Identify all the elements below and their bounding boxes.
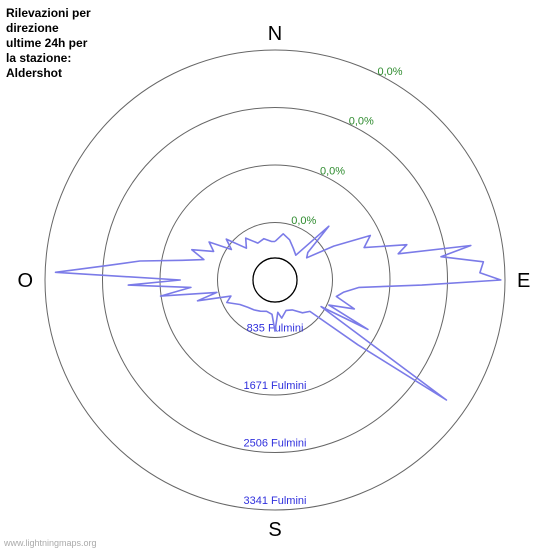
svg-text:1671 Fulmini: 1671 Fulmini [244, 380, 307, 392]
svg-text:0,0%: 0,0% [377, 66, 402, 78]
svg-text:S: S [268, 519, 281, 541]
svg-text:0,0%: 0,0% [349, 116, 374, 128]
svg-text:0,0%: 0,0% [291, 215, 316, 227]
chart-container: Rilevazioni per direzione ultime 24h per… [0, 0, 550, 550]
svg-text:E: E [517, 270, 530, 292]
svg-text:3341 Fulmini: 3341 Fulmini [244, 495, 307, 507]
svg-text:O: O [17, 270, 33, 292]
svg-text:N: N [268, 23, 282, 45]
polar-chart: 0,0%0,0%0,0%0,0%835 Fulmini1671 Fulmini2… [0, 0, 550, 550]
svg-text:2506 Fulmini: 2506 Fulmini [244, 438, 307, 450]
svg-text:0,0%: 0,0% [320, 165, 345, 177]
footer-credit: www.lightningmaps.org [4, 538, 97, 548]
